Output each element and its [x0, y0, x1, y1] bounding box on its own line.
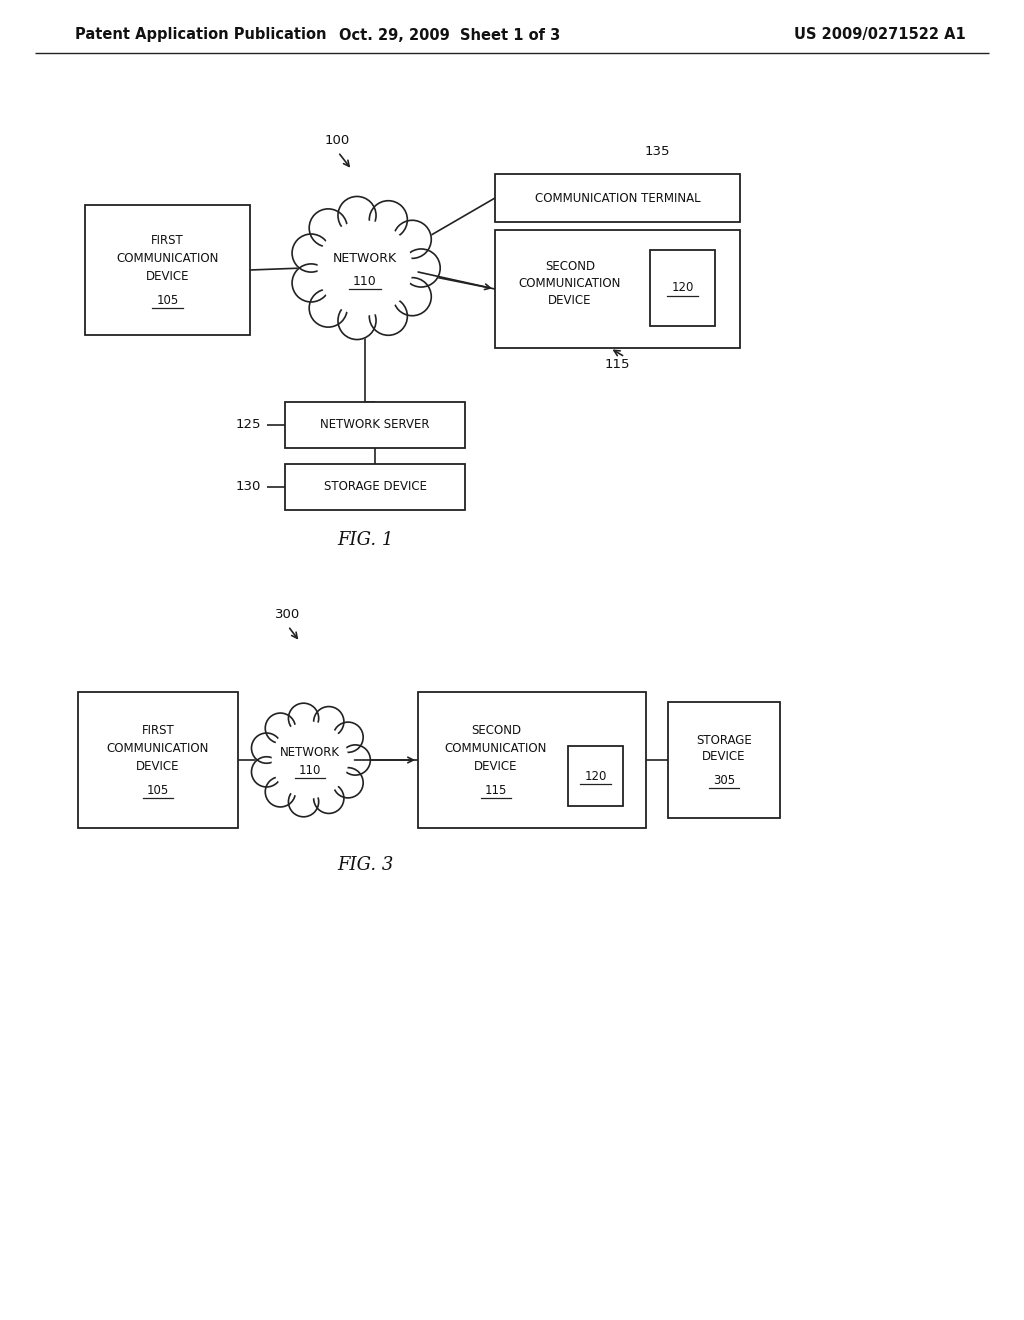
- Text: 105: 105: [146, 784, 169, 796]
- Circle shape: [338, 301, 376, 339]
- Bar: [650, 249, 715, 326]
- Circle shape: [313, 706, 344, 737]
- Circle shape: [252, 756, 282, 787]
- Circle shape: [272, 722, 348, 797]
- Text: STORAGE DEVICE: STORAGE DEVICE: [324, 480, 427, 494]
- Circle shape: [333, 768, 364, 797]
- Circle shape: [289, 787, 318, 817]
- Text: 115: 115: [605, 359, 631, 371]
- Text: NETWORK: NETWORK: [333, 252, 397, 265]
- Text: COMMUNICATION: COMMUNICATION: [519, 277, 622, 290]
- Text: 105: 105: [157, 293, 178, 306]
- Text: NETWORK SERVER: NETWORK SERVER: [321, 418, 430, 432]
- Text: FIG. 3: FIG. 3: [337, 855, 393, 874]
- Bar: [78, 692, 238, 828]
- Text: 305: 305: [713, 774, 735, 787]
- Text: FIRST: FIRST: [141, 723, 174, 737]
- Text: 135: 135: [645, 145, 671, 158]
- Circle shape: [265, 713, 296, 743]
- Bar: [568, 746, 623, 807]
- Text: US 2009/0271522 A1: US 2009/0271522 A1: [795, 28, 966, 42]
- Text: DEVICE: DEVICE: [474, 759, 518, 772]
- Circle shape: [393, 220, 431, 259]
- Bar: [85, 205, 250, 335]
- Text: 110: 110: [353, 275, 377, 288]
- Circle shape: [402, 249, 440, 286]
- Circle shape: [393, 277, 431, 315]
- Circle shape: [252, 733, 282, 763]
- Text: STORAGE: STORAGE: [696, 734, 752, 747]
- Text: 130: 130: [236, 480, 261, 494]
- Circle shape: [261, 710, 359, 809]
- Circle shape: [340, 744, 371, 775]
- Text: SECOND: SECOND: [471, 723, 521, 737]
- Bar: [285, 465, 465, 510]
- Text: DEVICE: DEVICE: [145, 269, 189, 282]
- Text: COMMUNICATION: COMMUNICATION: [106, 742, 209, 755]
- Text: DEVICE: DEVICE: [702, 751, 745, 763]
- Text: COMMUNICATION: COMMUNICATION: [117, 252, 219, 264]
- Bar: [668, 702, 780, 818]
- Text: NETWORK: NETWORK: [280, 747, 340, 759]
- Bar: [418, 692, 646, 828]
- Circle shape: [289, 704, 318, 734]
- Circle shape: [304, 207, 426, 329]
- Text: 300: 300: [275, 609, 300, 622]
- Text: Patent Application Publication: Patent Application Publication: [75, 28, 327, 42]
- Text: DEVICE: DEVICE: [548, 294, 592, 308]
- Circle shape: [333, 722, 364, 752]
- Bar: [285, 403, 465, 447]
- Text: 120: 120: [672, 281, 693, 294]
- Circle shape: [370, 297, 408, 335]
- Circle shape: [370, 201, 408, 239]
- Text: 125: 125: [236, 418, 261, 432]
- Text: 120: 120: [585, 770, 606, 783]
- Text: 100: 100: [325, 133, 350, 147]
- Circle shape: [309, 209, 347, 247]
- Text: FIG. 1: FIG. 1: [337, 531, 393, 549]
- Circle shape: [292, 234, 330, 272]
- Circle shape: [313, 783, 344, 813]
- Bar: [495, 174, 740, 222]
- Circle shape: [309, 289, 347, 327]
- Text: 115: 115: [484, 784, 507, 796]
- Text: COMMUNICATION: COMMUNICATION: [444, 742, 547, 755]
- Circle shape: [265, 776, 296, 807]
- Bar: [495, 230, 740, 348]
- Text: Oct. 29, 2009  Sheet 1 of 3: Oct. 29, 2009 Sheet 1 of 3: [339, 28, 560, 42]
- Text: COMMUNICATION TERMINAL: COMMUNICATION TERMINAL: [535, 191, 700, 205]
- Text: DEVICE: DEVICE: [136, 759, 180, 772]
- Text: FIRST: FIRST: [152, 234, 184, 247]
- Text: SECOND: SECOND: [545, 260, 595, 273]
- Circle shape: [318, 222, 412, 314]
- Circle shape: [292, 264, 330, 302]
- Circle shape: [338, 197, 376, 235]
- Text: 110: 110: [299, 763, 322, 776]
